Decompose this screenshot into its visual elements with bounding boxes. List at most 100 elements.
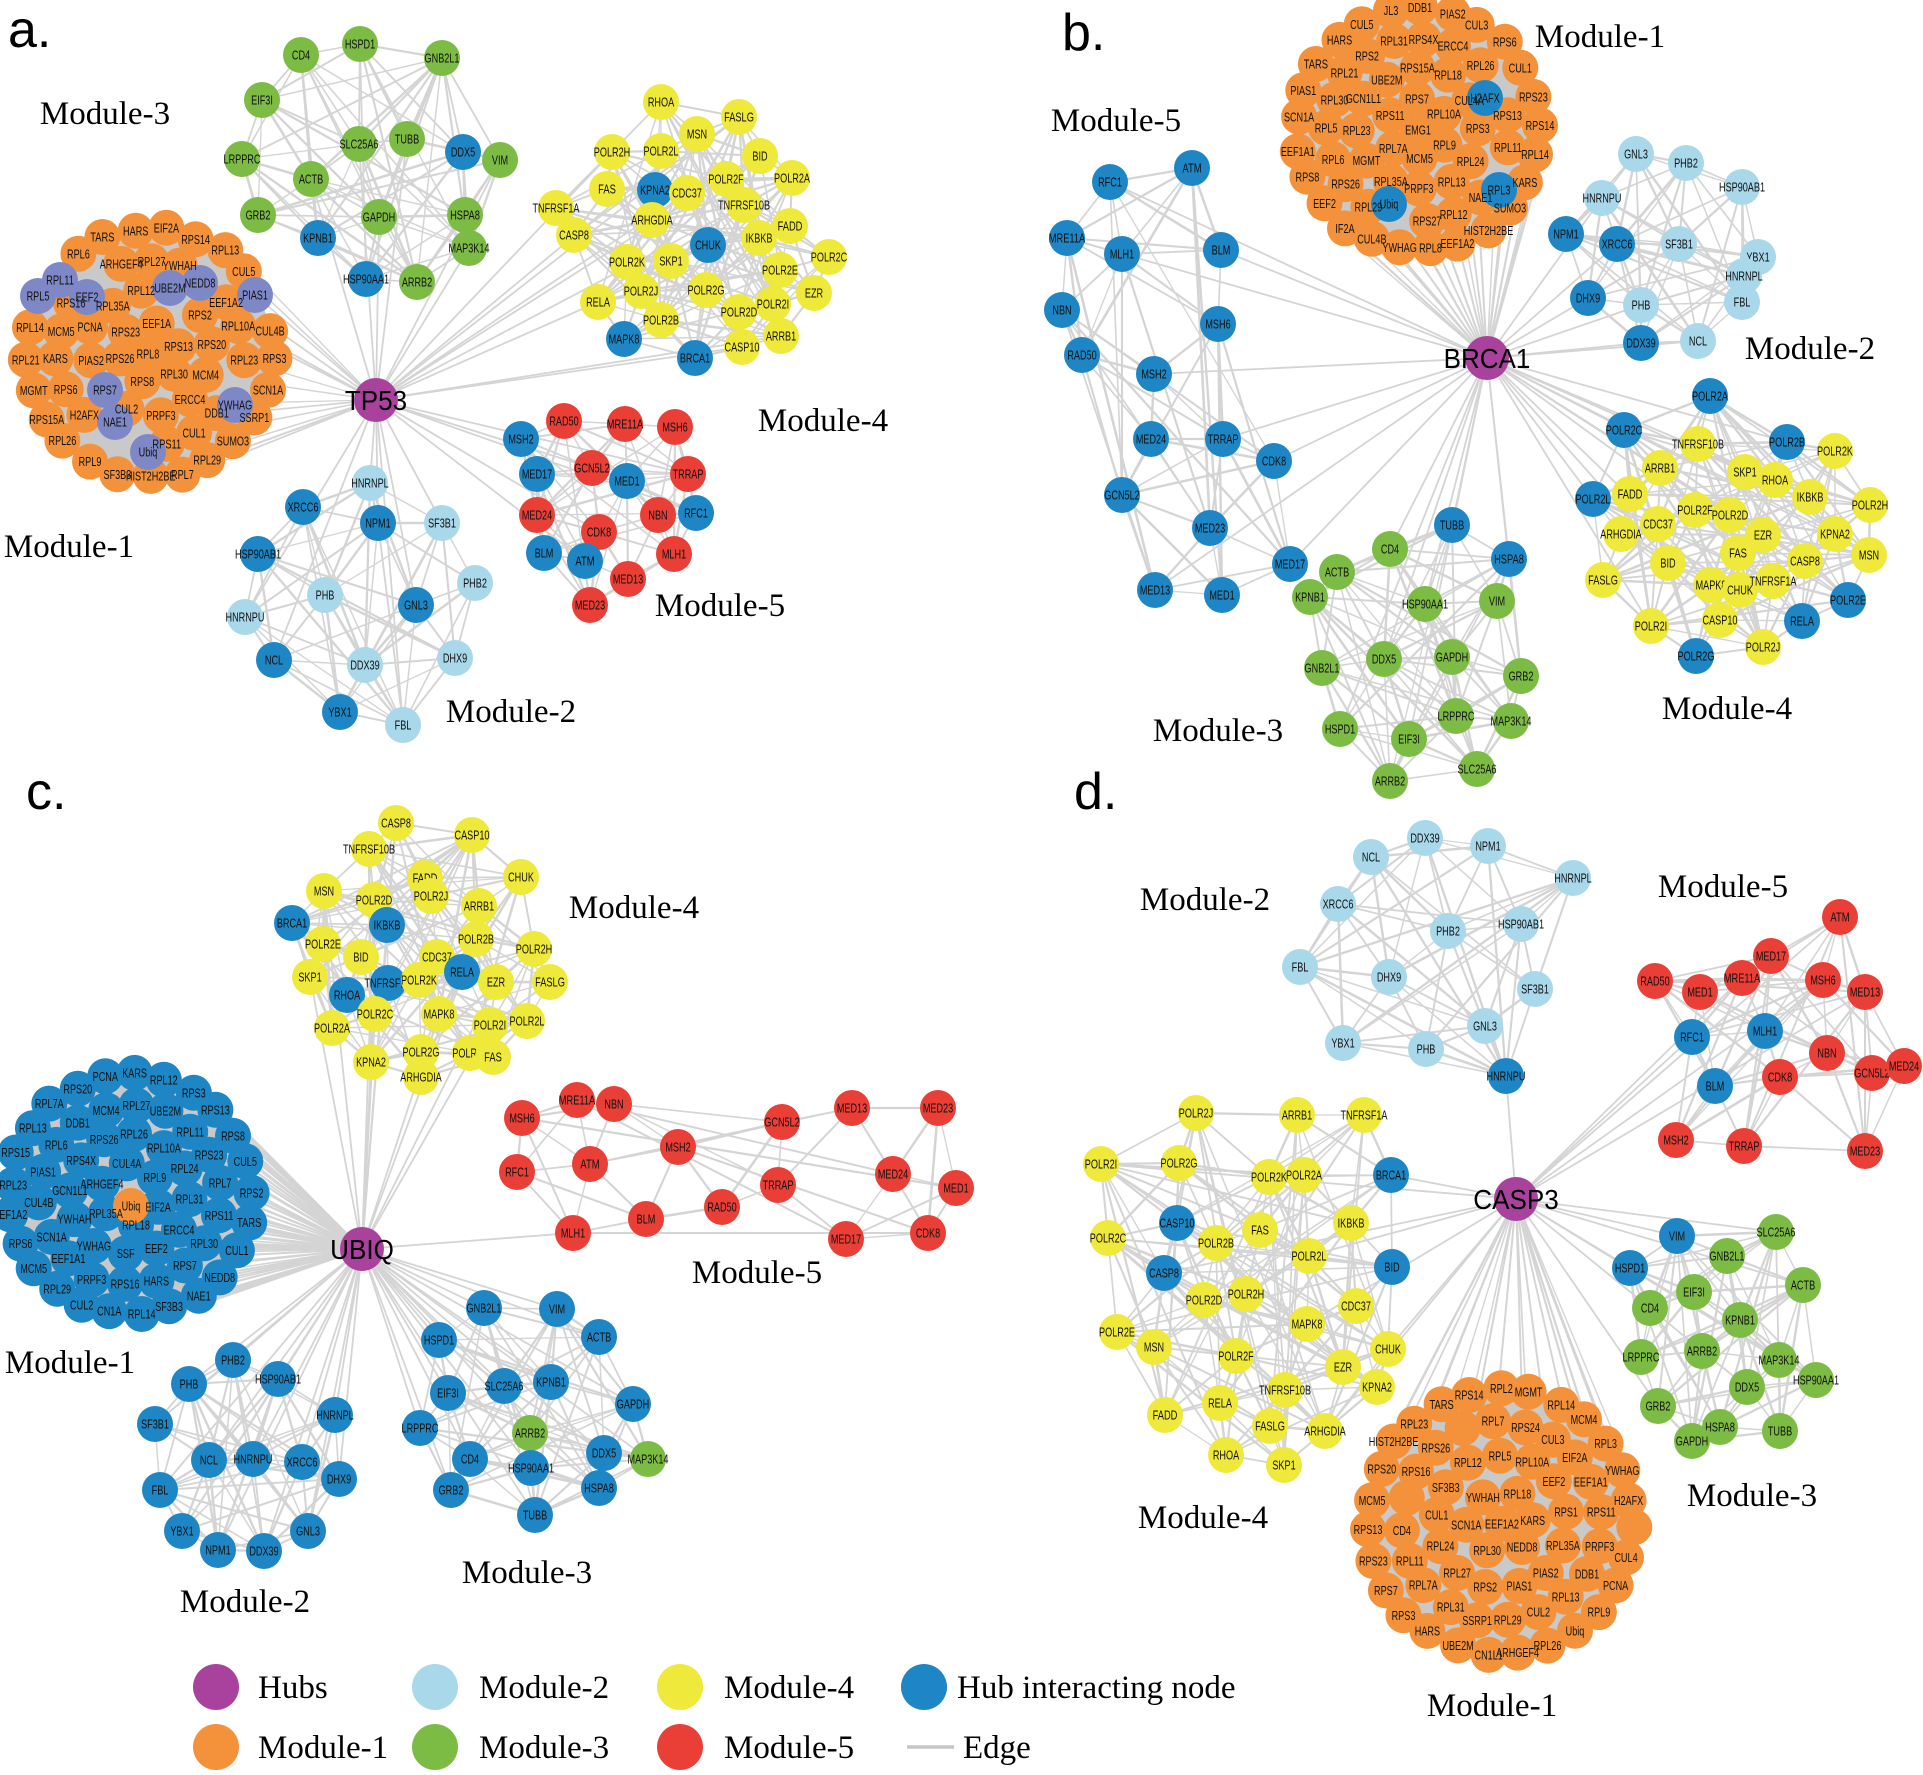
svg-text:HNRNPL: HNRNPL [351, 476, 388, 491]
svg-text:RPL13: RPL13 [1552, 1589, 1580, 1604]
svg-text:GNB2L1: GNB2L1 [1305, 661, 1340, 676]
svg-text:RPS26: RPS26 [1331, 177, 1360, 192]
svg-text:RPL23: RPL23 [0, 1177, 27, 1192]
svg-text:MSH2: MSH2 [665, 1140, 690, 1155]
svg-text:RPS11: RPS11 [1376, 108, 1405, 123]
svg-text:RPS13: RPS13 [201, 1102, 230, 1117]
svg-text:HNRNPU: HNRNPU [234, 1452, 273, 1467]
svg-text:RPS7: RPS7 [93, 383, 117, 398]
svg-text:EZR: EZR [805, 286, 823, 301]
svg-text:CUL3: CUL3 [1541, 1432, 1564, 1447]
svg-text:CUL4B: CUL4B [1357, 231, 1386, 246]
svg-text:CUL1: CUL1 [225, 1243, 248, 1258]
svg-text:RPL3: RPL3 [1488, 183, 1511, 198]
svg-text:PHB2: PHB2 [221, 1353, 245, 1368]
svg-text:MRE11A: MRE11A [559, 1093, 596, 1108]
svg-text:RPS11: RPS11 [152, 437, 181, 452]
svg-text:Module-3: Module-3 [1153, 713, 1283, 749]
svg-text:CD4: CD4 [1381, 542, 1399, 557]
svg-text:RPL27: RPL27 [1443, 1566, 1471, 1581]
svg-text:RPL18: RPL18 [1504, 1487, 1532, 1502]
svg-text:TARS: TARS [1304, 57, 1329, 72]
svg-text:GCN5L2: GCN5L2 [1104, 488, 1139, 503]
svg-text:RPS4X: RPS4X [1409, 32, 1439, 47]
svg-text:KPNB1: KPNB1 [1295, 590, 1325, 605]
svg-text:RAD50: RAD50 [549, 414, 578, 429]
svg-text:RPL26: RPL26 [49, 433, 77, 448]
svg-text:SLC25A6: SLC25A6 [485, 1379, 524, 1394]
svg-text:RPS7: RPS7 [1405, 91, 1429, 106]
svg-text:RPS2: RPS2 [1355, 49, 1379, 64]
svg-text:RPL2: RPL2 [1490, 1381, 1513, 1396]
svg-text:ATM: ATM [575, 554, 594, 569]
svg-text:YBX1: YBX1 [328, 705, 351, 720]
svg-text:CASP8: CASP8 [1149, 1266, 1179, 1281]
svg-text:RPL6: RPL6 [1322, 152, 1345, 167]
svg-text:MSN: MSN [1859, 548, 1879, 563]
svg-text:RPS13: RPS13 [164, 339, 193, 354]
svg-text:EIF2A: EIF2A [146, 1199, 172, 1214]
svg-text:POLR2E: POLR2E [762, 263, 798, 278]
svg-text:MCM5: MCM5 [48, 324, 75, 339]
svg-text:RPL9: RPL9 [1433, 137, 1456, 152]
svg-text:NBN: NBN [648, 508, 667, 523]
svg-text:RPS23: RPS23 [111, 325, 140, 340]
svg-text:POLR2K: POLR2K [609, 255, 645, 270]
svg-text:SF3B3: SF3B3 [1432, 1480, 1460, 1495]
svg-text:GCN5L2: GCN5L2 [764, 1115, 799, 1130]
svg-text:RPL12: RPL12 [127, 283, 155, 298]
svg-text:RPS2: RPS2 [1473, 1580, 1497, 1595]
svg-text:GNB2L1: GNB2L1 [1710, 1249, 1745, 1264]
svg-text:MED13: MED13 [837, 1101, 867, 1116]
svg-text:RHOA: RHOA [334, 988, 361, 1003]
svg-text:POLR2B: POLR2B [1198, 1236, 1234, 1251]
svg-text:ERCC4: ERCC4 [175, 392, 206, 407]
svg-text:DHX9: DHX9 [1576, 291, 1600, 306]
svg-text:PHB: PHB [1632, 298, 1651, 313]
svg-text:EIF2A: EIF2A [1562, 1450, 1588, 1465]
svg-text:HSP90AB1: HSP90AB1 [235, 547, 281, 562]
svg-text:RPL21: RPL21 [1331, 66, 1359, 81]
svg-text:POLR2H: POLR2H [1228, 1287, 1264, 1302]
svg-text:ARHGEF4: ARHGEF4 [81, 1176, 124, 1191]
svg-text:c.: c. [26, 763, 66, 821]
svg-text:RPL31: RPL31 [1380, 34, 1408, 49]
svg-text:FASLG: FASLG [1255, 1419, 1285, 1434]
svg-text:RPL29: RPL29 [193, 453, 221, 468]
svg-text:CUL4: CUL4 [1614, 1550, 1637, 1565]
svg-text:POLR2C: POLR2C [357, 1007, 393, 1022]
svg-text:CASP3: CASP3 [1473, 1184, 1558, 1215]
svg-text:RPL10A: RPL10A [147, 1141, 181, 1156]
svg-text:Module-1: Module-1 [1427, 1688, 1557, 1724]
svg-text:POLR2J: POLR2J [414, 889, 448, 904]
svg-text:PIAS1: PIAS1 [1290, 83, 1316, 98]
svg-text:Module-5: Module-5 [692, 1255, 822, 1291]
svg-text:Module-3: Module-3 [1687, 1478, 1817, 1514]
svg-text:RPL31: RPL31 [1437, 1600, 1465, 1615]
svg-text:d.: d. [1074, 763, 1117, 821]
svg-text:YWHAH: YWHAH [1466, 1490, 1500, 1505]
svg-text:EEF2: EEF2 [76, 290, 99, 305]
svg-text:RPL7: RPL7 [1482, 1414, 1505, 1429]
svg-text:BRCA1: BRCA1 [1444, 343, 1531, 374]
svg-text:TNFRSF10B: TNFRSF10B [343, 842, 395, 857]
svg-text:MGMT: MGMT [1353, 153, 1381, 168]
svg-text:POLR2C: POLR2C [1606, 423, 1642, 438]
svg-text:POLR2B: POLR2B [458, 932, 494, 947]
svg-text:RPS7: RPS7 [173, 1258, 197, 1273]
svg-text:MED24: MED24 [522, 508, 552, 523]
svg-text:RPS11: RPS11 [1587, 1505, 1616, 1520]
svg-text:KPNA2: KPNA2 [356, 1055, 386, 1070]
svg-text:MSH6: MSH6 [662, 420, 687, 435]
svg-text:EEF1A1: EEF1A1 [52, 1251, 86, 1266]
svg-text:FAS: FAS [484, 1050, 502, 1065]
svg-text:RPS1: RPS1 [1554, 1504, 1578, 1519]
svg-text:GRB2: GRB2 [439, 1483, 464, 1498]
svg-text:NBN: NBN [1052, 303, 1071, 318]
svg-text:NEDD8: NEDD8 [185, 276, 216, 291]
svg-text:MED13: MED13 [1140, 583, 1170, 598]
svg-text:PIAS2: PIAS2 [1440, 6, 1466, 21]
svg-text:EEF2: EEF2 [1543, 1474, 1566, 1489]
svg-text:GCN1L1: GCN1L1 [1346, 91, 1381, 106]
svg-text:UBE2M: UBE2M [154, 281, 185, 296]
